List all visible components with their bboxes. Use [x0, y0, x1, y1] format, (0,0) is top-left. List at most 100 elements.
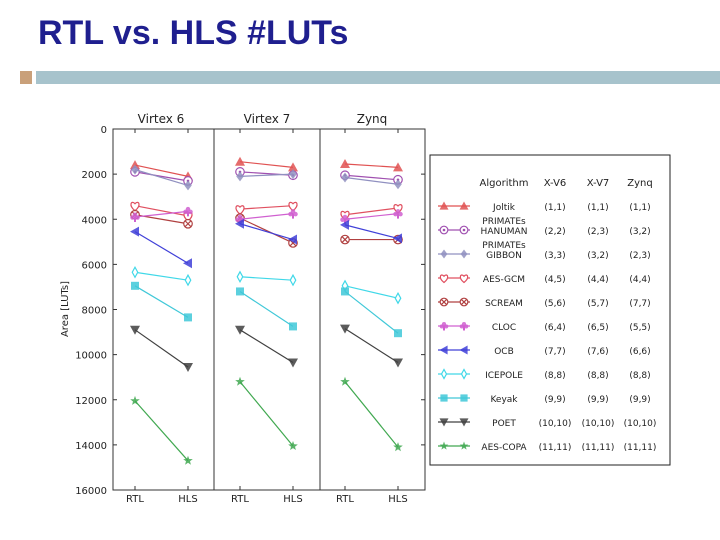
series-line-segment	[239, 173, 294, 177]
series-line-segment	[134, 400, 189, 462]
legend-marker	[459, 201, 469, 210]
series-line-segment	[239, 223, 294, 241]
legend-header: Zynq	[627, 178, 652, 189]
panel-title: Virtex 7	[244, 112, 291, 126]
legend-rank: (3,2)	[587, 251, 608, 261]
series-line-segment	[239, 205, 294, 210]
series-line-segment	[344, 213, 399, 220]
legend-marker	[439, 201, 449, 210]
legend-marker-stem	[443, 326, 445, 331]
legend-rank: (9,9)	[587, 395, 608, 405]
data-point	[394, 179, 402, 190]
legend-rank: (2,3)	[587, 227, 608, 237]
series-line-segment	[344, 285, 399, 299]
data-point	[340, 324, 350, 334]
data-point-stem	[134, 216, 136, 222]
legend-header: X-V6	[544, 178, 567, 189]
legend-rank: (11,11)	[582, 443, 615, 453]
plot-area: Virtex 6 Virtex 7 Zynq 0 2000 4000 6000 8000 100…	[60, 112, 426, 505]
series-line-segment	[134, 329, 189, 368]
data-point-stem	[187, 211, 189, 217]
data-point-lobe	[293, 211, 298, 217]
data-point	[289, 322, 297, 331]
x-tick-label: RTL	[231, 494, 249, 505]
panel-title: Virtex 6	[138, 112, 185, 126]
data-point	[131, 281, 139, 290]
legend-rank: (11,11)	[539, 443, 572, 453]
slide-title: RTL vs. HLS #LUTs	[38, 14, 349, 52]
data-point	[131, 266, 139, 279]
legend-rank: (6,4)	[544, 323, 565, 333]
data-point	[236, 270, 244, 284]
data-point	[394, 291, 402, 305]
legend-marker-lobe	[459, 324, 464, 329]
series-icepole	[131, 266, 402, 305]
x-tick-label: HLS	[388, 494, 407, 505]
data-point	[288, 358, 298, 368]
series-line-segment	[344, 381, 399, 448]
legend-header: X-V7	[587, 178, 610, 189]
series-line-segment	[239, 217, 294, 244]
series-poet	[130, 324, 403, 373]
data-point	[340, 158, 350, 168]
legend-marker	[440, 394, 448, 402]
title-accent-bar	[36, 71, 720, 84]
series-line-segment	[344, 207, 399, 216]
data-point	[236, 171, 244, 182]
series-line-segment	[239, 213, 294, 220]
series-line-segment	[134, 210, 189, 218]
data-point-lobe	[288, 211, 293, 217]
data-point	[130, 160, 140, 170]
legend-rank: (1,1)	[587, 203, 608, 213]
series-ocb	[130, 218, 402, 269]
legend-marker-center	[462, 228, 466, 232]
legend-marker	[440, 249, 448, 259]
legend-marker	[460, 394, 468, 402]
x-tick-label: RTL	[336, 494, 354, 505]
data-point	[393, 209, 403, 219]
legend-rank: (8,8)	[629, 371, 650, 381]
legend-marker	[459, 441, 469, 450]
legend-rank: (4,4)	[629, 275, 650, 285]
legend-series-name: POET	[492, 419, 516, 429]
data-point	[394, 329, 402, 338]
data-point-lobe	[393, 211, 398, 217]
data-point	[130, 395, 140, 405]
legend-marker	[460, 368, 468, 380]
data-point	[235, 376, 245, 386]
data-point	[235, 218, 244, 229]
data-point	[289, 169, 297, 180]
data-point-lobe	[183, 209, 188, 215]
legend-marker	[439, 418, 449, 427]
data-point	[130, 226, 139, 237]
data-point	[183, 206, 193, 217]
legend-marker-cross	[461, 299, 467, 305]
series-line-segment	[134, 171, 189, 182]
legend-marker-stem	[463, 326, 465, 331]
legend-rank: (2,3)	[629, 251, 650, 261]
data-point	[288, 201, 298, 212]
legend-marker	[439, 345, 448, 355]
data-point-lobe	[235, 217, 240, 222]
series-line-segment	[239, 329, 294, 364]
series-keyak	[131, 281, 402, 338]
legend-rank: (6,6)	[629, 347, 650, 357]
legend-rank: (4,5)	[544, 275, 565, 285]
y-tick-label: 4000	[82, 215, 107, 226]
panel-title: Zynq	[357, 112, 388, 126]
series-line-segment	[344, 290, 399, 334]
legend-frame	[429, 154, 671, 466]
data-point-stem	[397, 213, 399, 219]
data-point	[183, 363, 193, 373]
data-point-cross	[341, 236, 349, 243]
legend-series-name: CLOC	[492, 323, 516, 333]
legend-rank: (7,7)	[544, 347, 565, 357]
series-joltik	[130, 156, 403, 181]
legend-marker	[459, 321, 469, 331]
legend-rank: (5,5)	[629, 323, 650, 333]
legend-marker-lobe	[464, 324, 469, 329]
legend-series-name: AES-COPA	[481, 443, 527, 453]
legend-rank: (1,1)	[629, 203, 650, 213]
legend-series-name: SCREAM	[485, 299, 523, 309]
y-tick-label: 16000	[75, 486, 107, 497]
